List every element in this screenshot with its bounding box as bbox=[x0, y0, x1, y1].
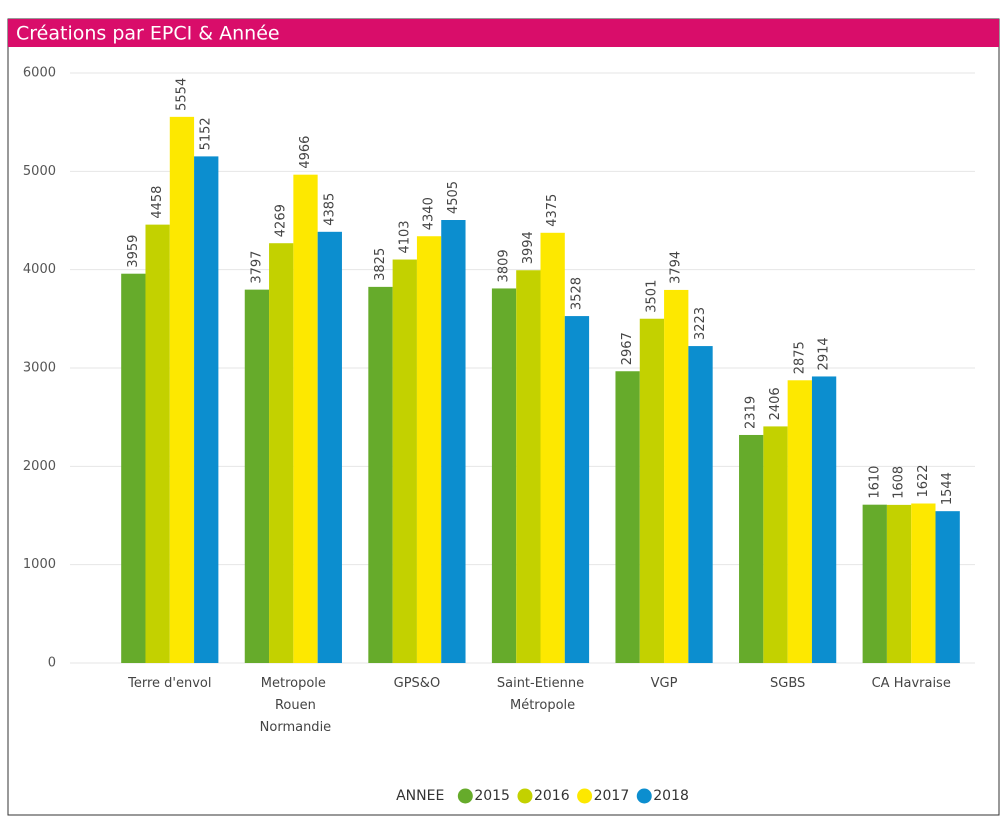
data-label: 2875 bbox=[792, 341, 807, 374]
y-tick-label: 0 bbox=[48, 656, 56, 671]
y-tick-label: 1000 bbox=[23, 557, 56, 572]
bar bbox=[392, 259, 417, 663]
data-label: 4385 bbox=[322, 193, 337, 226]
y-tick-label: 6000 bbox=[23, 66, 56, 81]
data-label: 1544 bbox=[940, 472, 955, 505]
y-tick-label: 5000 bbox=[23, 164, 56, 179]
x-tick-label: SGBS bbox=[770, 676, 805, 691]
x-tick-line: Normandie bbox=[256, 720, 332, 735]
bar bbox=[615, 371, 640, 663]
data-label: 4458 bbox=[150, 186, 165, 219]
bar bbox=[293, 174, 318, 663]
data-label: 4103 bbox=[397, 220, 412, 253]
data-label: 5554 bbox=[174, 78, 189, 111]
data-label: 2914 bbox=[817, 337, 832, 370]
bar bbox=[935, 511, 960, 663]
data-label: 3809 bbox=[497, 249, 512, 282]
data-label: 3223 bbox=[693, 307, 708, 340]
x-tick-line: Metropole bbox=[261, 676, 326, 691]
data-label: 5152 bbox=[199, 117, 214, 150]
y-tick-label: 3000 bbox=[23, 361, 56, 376]
data-label: 3528 bbox=[569, 277, 584, 310]
chart-title: Créations par EPCI & Année bbox=[16, 23, 280, 45]
bar bbox=[244, 289, 270, 663]
data-label: 4375 bbox=[545, 194, 560, 227]
legend-title: ANNEE bbox=[396, 788, 444, 804]
data-label: 3797 bbox=[249, 251, 264, 284]
data-label: 3825 bbox=[373, 248, 388, 281]
data-label: 2406 bbox=[768, 387, 783, 420]
x-tick-label: Saint-Etienne Métropole bbox=[497, 676, 584, 713]
legend-label: 2015 bbox=[474, 788, 510, 804]
legend-label: 2018 bbox=[653, 788, 689, 804]
x-tick-line: CA Havraise bbox=[872, 676, 951, 691]
bar bbox=[368, 286, 393, 663]
x-tick-line: SGBS bbox=[770, 676, 805, 691]
data-label: 1610 bbox=[867, 466, 882, 499]
bar bbox=[862, 504, 887, 663]
bar bbox=[416, 236, 442, 663]
legend-swatch bbox=[517, 788, 533, 804]
bar bbox=[121, 273, 146, 663]
data-label: 3794 bbox=[669, 251, 684, 284]
data-label: 1608 bbox=[892, 466, 907, 499]
data-label: 3501 bbox=[644, 280, 659, 313]
bar bbox=[688, 346, 713, 663]
legend: ANNEE 2015 2016 2017 2018 bbox=[396, 788, 689, 804]
y-tick-label: 2000 bbox=[23, 459, 56, 474]
data-label: 4505 bbox=[446, 181, 461, 214]
legend-swatch bbox=[636, 788, 652, 804]
legend-swatch bbox=[457, 788, 473, 804]
bar bbox=[664, 289, 689, 663]
legend-label: 2016 bbox=[534, 788, 570, 804]
bar bbox=[739, 434, 764, 663]
bar bbox=[194, 156, 219, 664]
x-tick-label: Metropole Rouen Normandie bbox=[256, 676, 332, 735]
bar bbox=[564, 316, 590, 663]
y-tick-label: 4000 bbox=[23, 262, 56, 277]
data-label: 4966 bbox=[298, 136, 313, 169]
data-label: 2967 bbox=[620, 332, 635, 365]
x-tick-line: Rouen bbox=[271, 698, 316, 713]
bar bbox=[787, 380, 812, 663]
bar bbox=[763, 426, 788, 663]
x-tick-line: Métropole bbox=[506, 698, 575, 713]
x-tick-line: VGP bbox=[651, 676, 678, 691]
bar bbox=[639, 318, 665, 663]
x-tick-line: Terre d'envol bbox=[127, 676, 211, 691]
data-label: 2319 bbox=[744, 396, 759, 429]
x-tick-label: GPS&O bbox=[394, 676, 441, 691]
x-tick-label: CA Havraise bbox=[872, 676, 951, 691]
bar bbox=[911, 503, 936, 663]
bar bbox=[886, 504, 912, 663]
data-label: 3994 bbox=[521, 231, 536, 264]
legend-label: 2017 bbox=[594, 788, 630, 804]
bar bbox=[269, 243, 294, 663]
data-label: 3959 bbox=[126, 235, 141, 268]
bar bbox=[169, 116, 195, 663]
bar bbox=[811, 376, 837, 663]
bar bbox=[441, 220, 466, 663]
data-label: 4269 bbox=[274, 204, 289, 237]
title-bar bbox=[8, 19, 999, 47]
x-tick-line: GPS&O bbox=[394, 676, 441, 691]
bar bbox=[491, 288, 517, 663]
legend-swatch bbox=[577, 788, 593, 804]
data-label: 4340 bbox=[422, 197, 437, 230]
bar bbox=[317, 231, 342, 663]
x-tick-label: VGP bbox=[651, 676, 678, 691]
x-tick-line: Saint-Etienne bbox=[497, 676, 584, 691]
data-label: 1622 bbox=[916, 464, 931, 497]
bar bbox=[540, 232, 565, 663]
x-tick-label: Terre d'envol bbox=[127, 676, 211, 691]
bar bbox=[516, 270, 541, 663]
bar bbox=[145, 224, 170, 663]
